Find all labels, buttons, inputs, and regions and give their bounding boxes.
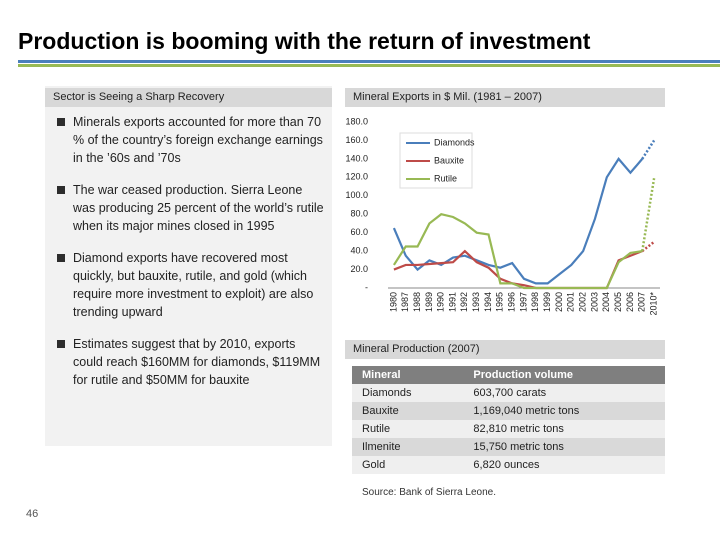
x-tick-label: 1992 (459, 292, 469, 312)
column-header: Production volume (463, 366, 665, 384)
column-header: Mineral (352, 366, 464, 384)
table-cell: Gold (352, 456, 464, 474)
x-tick-label: 1998 (530, 292, 540, 312)
table-cell: Diamonds (352, 384, 464, 402)
x-tick-label: 1999 (542, 292, 552, 312)
legend-label: Rutile (434, 173, 457, 183)
bullet-text: The war ceased production. Sierra Leone … (73, 183, 324, 233)
series-line (392, 213, 643, 290)
y-tick-label: 40.0 (350, 245, 368, 255)
y-tick-label: 100.0 (345, 190, 368, 200)
bullet-marker (57, 254, 65, 262)
x-tick-label: 2006 (625, 292, 635, 312)
table-cell: Ilmenite (352, 438, 464, 456)
y-tick-label: 20.0 (350, 264, 368, 274)
bullet-text: Diamond exports have recovered most quic… (73, 251, 314, 319)
x-tick-label: 2000 (554, 292, 564, 312)
table-cell: 15,750 metric tons (463, 438, 665, 456)
bullet: Estimates suggest that by 2010, exports … (55, 335, 325, 389)
bullet: Diamond exports have recovered most quic… (55, 249, 325, 321)
y-tick-label: - (365, 282, 368, 292)
x-tick-label: 1991 (447, 292, 457, 312)
x-tick-label: 1997 (518, 292, 528, 312)
x-tick-label: 2005 (613, 292, 623, 312)
x-tick-label: 2001 (566, 292, 576, 312)
bullet-marker (57, 340, 65, 348)
x-tick-label: 1994 (483, 292, 493, 312)
table-cell: 6,820 ounces (463, 456, 665, 474)
left-panel (45, 86, 332, 446)
x-tick-label: 2003 (589, 292, 599, 312)
y-tick-label: 120.0 (345, 172, 368, 182)
table-cell: 603,700 carats (463, 384, 665, 402)
legend-label: Diamonds (434, 137, 475, 147)
table-cell: 1,169,040 metric tons (463, 402, 665, 420)
table-header-row: Mineral Production volume (352, 366, 665, 384)
x-tick-label: 1990 (436, 292, 446, 312)
series-projection (641, 139, 656, 160)
table-row: Ilmenite 15,750 metric tons (352, 438, 665, 456)
y-tick-label: 60.0 (350, 227, 368, 237)
table-cell: Bauxite (352, 402, 464, 420)
bullet-marker (57, 186, 65, 194)
x-tick-label: 1993 (471, 292, 481, 312)
x-tick-label: 1988 (412, 292, 422, 312)
table-cell: 82,810 metric tons (463, 420, 665, 438)
slide-title: Production is booming with the return of… (18, 28, 591, 54)
table-row: Rutile 82,810 metric tons (352, 420, 665, 438)
page-number: 46 (26, 508, 39, 520)
bullet-text: Estimates suggest that by 2010, exports … (73, 337, 321, 387)
series-projection (641, 178, 656, 252)
bullet-text: Minerals exports accounted for more than… (73, 115, 323, 165)
bullet: The war ceased production. Sierra Leone … (55, 181, 325, 235)
bullet: Minerals exports accounted for more than… (55, 113, 325, 167)
x-tick-label: 1987 (400, 292, 410, 312)
table-row: Bauxite 1,169,040 metric tons (352, 402, 665, 420)
x-tick-label: 1995 (495, 292, 505, 312)
title-rule (18, 60, 720, 63)
x-tick-label: 1989 (424, 292, 434, 312)
x-tick-label: 1980 (388, 292, 398, 312)
y-tick-label: 160.0 (345, 135, 368, 145)
legend-label: Bauxite (434, 155, 464, 165)
series-projection (641, 240, 655, 253)
table-wrap: Mineral Production volume Diamonds 603,700 … (352, 366, 665, 474)
production-table: Mineral Production volume Diamonds 603,700 … (352, 366, 665, 474)
table-row: Diamonds 603,700 carats (352, 384, 665, 402)
x-tick-label: 2010* (648, 292, 658, 316)
table-header: Mineral Production (2007) (345, 340, 665, 359)
x-tick-label: 2004 (601, 292, 611, 312)
x-tick-label: 2002 (578, 292, 588, 312)
source: Source: Bank of Sierra Leone. (362, 487, 496, 498)
table-row: Gold 6,820 ounces (352, 456, 665, 474)
bullet-marker (57, 118, 65, 126)
bullet-list: Minerals exports accounted for more than… (55, 113, 325, 403)
x-tick-label: 2007 (637, 292, 647, 312)
table-cell: Rutile (352, 420, 464, 438)
x-tick-label: 1996 (507, 292, 517, 312)
chart-header: Mineral Exports in $ Mil. (1981 – 2007) (345, 88, 665, 107)
y-tick-label: 140.0 (345, 153, 368, 163)
y-tick-label: 80.0 (350, 209, 368, 219)
title-rule (18, 64, 720, 67)
y-tick-label: 180.0 (345, 116, 368, 126)
left-header: Sector is Seeing a Sharp Recovery (45, 88, 332, 107)
